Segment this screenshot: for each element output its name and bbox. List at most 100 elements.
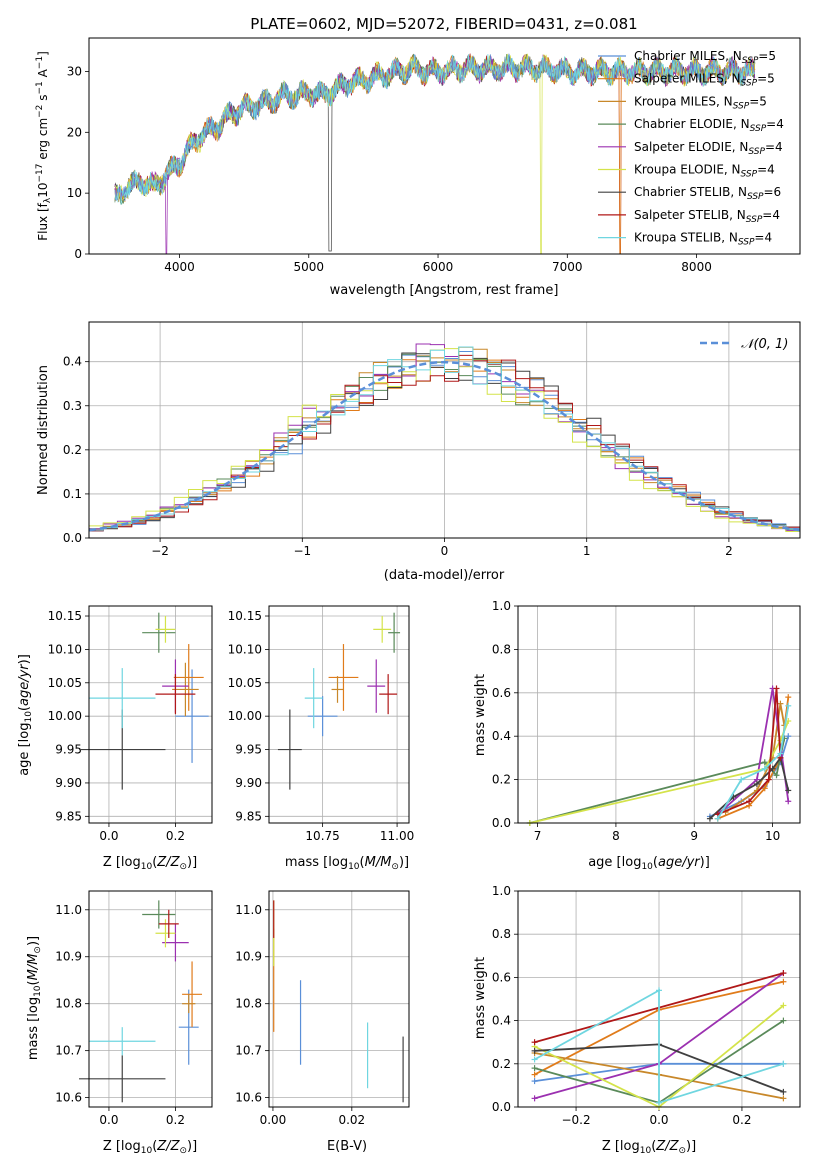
y-tick-label: 10.7 [55, 1044, 82, 1058]
spectrum-line [114, 54, 756, 205]
x-tick-label: 5000 [293, 260, 324, 274]
y-tick-label: 0.2 [492, 773, 511, 787]
x-tick-label: 0.0 [99, 1113, 118, 1127]
weight-z-xlabel: Z [log10(Z/Z⊙)] [602, 1139, 696, 1156]
x-tick-label: 10.75 [305, 829, 339, 843]
y-tick-label: 10.05 [228, 676, 262, 690]
y-tick-label: 0 [74, 247, 82, 261]
legend-label: Salpeter MILES, NSSP=5 [634, 72, 775, 89]
weight-z-ylabel: mass weight [473, 957, 488, 1039]
x-tick-label: 0.00 [260, 1113, 287, 1127]
age-vs-mass-panel: 10.75 11.00 9.85 9.90 9.95 10.00 10.05 10.10 10.… [228, 605, 414, 843]
y-tick-label: 0.0 [492, 1100, 511, 1114]
y-tick-label: 10.10 [48, 642, 82, 656]
y-tick-label: 0.2 [492, 1057, 511, 1071]
residual-legend: 𝒩(0, 1) [700, 337, 788, 352]
age-vs-metallicity-panel: 0.0 0.2 9.85 9.90 9.95 10.00 10.05 10.10 10.15 [48, 605, 213, 843]
y-tick-label: 10.6 [55, 1091, 82, 1105]
spectrum-title: PLATE=0602, MJD=52072, FIBERID=0431, z=0… [250, 15, 637, 33]
y-tick-label: 0.3 [63, 399, 82, 413]
legend-label: Chabrier STELIB, NSSP=6 [634, 185, 781, 202]
x-tick-label: 8 [612, 829, 620, 843]
residual-ylabel: Normed distribution [36, 365, 51, 495]
legend-label: Chabrier ELODIE, NSSP=4 [634, 117, 784, 134]
x-tick-label: 0 [441, 544, 449, 558]
spectrum-ylabel: Flux [fλ10−17 erg cm−2 s−1 A−1] [35, 51, 53, 241]
x-tick-label: 0.0 [99, 829, 118, 843]
y-tick-label: 9.95 [55, 743, 82, 757]
y-tick-label: 0.4 [492, 1014, 511, 1028]
weight-vs-age-panel: 7 8 9 10 0.0 0.2 0.4 0.6 0.8 1.0 [492, 599, 801, 843]
y-tick-label: 10.10 [228, 642, 262, 656]
legend-label: Salpeter STELIB, NSSP=4 [634, 208, 780, 225]
y-tick-label: 10.15 [228, 609, 262, 623]
axes-frame [268, 605, 410, 824]
weight-line [534, 988, 784, 1104]
mass-vs-metallicity-panel: 0.0 0.2 10.6 10.7 10.8 10.9 11.0 [55, 890, 213, 1127]
y-tick-label: 0.2 [63, 443, 82, 457]
legend-label: Kroupa ELODIE, NSSP=4 [634, 163, 775, 180]
x-tick-label: 1 [583, 544, 591, 558]
residual-xlabel: (data-model)/error [384, 568, 505, 583]
y-tick-label: 9.85 [235, 809, 262, 823]
x-tick-label: 6000 [423, 260, 454, 274]
mass-z-ylabel: mass [log10(M/M⊙)] [26, 936, 43, 1060]
residual-panel: −2 −1 0 1 2 0.0 0.1 0.2 0.3 0.4 (data-model)/erro… [36, 321, 801, 583]
axes-frame [88, 890, 213, 1108]
y-tick-label: 1.0 [492, 599, 511, 613]
y-tick-label: 10.15 [48, 609, 82, 623]
y-tick-label: 0.6 [492, 970, 511, 984]
spectrum-legend: Chabrier MILES, NSSP=5 Salpeter MILES, NS… [598, 49, 784, 248]
y-tick-label: 10.00 [48, 709, 82, 723]
x-tick-label: 10 [765, 829, 780, 843]
y-tick-label: 10.05 [48, 676, 82, 690]
y-tick-label: 10.9 [55, 950, 82, 964]
y-tick-label: 10.7 [235, 1044, 262, 1058]
x-tick-label: 9 [690, 829, 698, 843]
y-tick-label: 20 [67, 125, 82, 139]
x-tick-label: 8000 [681, 260, 712, 274]
y-tick-label: 10.00 [228, 709, 262, 723]
y-tick-label: 9.85 [55, 809, 82, 823]
x-tick-label: 0.0 [649, 1113, 668, 1127]
y-tick-label: 10.9 [235, 950, 262, 964]
spectrum-series-group [114, 53, 756, 254]
weight-age-ylabel: mass weight [473, 674, 488, 756]
age-z-xlabel: Z [log10(Z/Z⊙)] [103, 855, 197, 872]
legend-label: Salpeter ELODIE, NSSP=4 [634, 140, 783, 157]
mass-vs-ebv-panel: 0.00 0.02 10.6 10.7 10.8 10.9 11.0 [235, 890, 410, 1127]
y-tick-label: 11.0 [235, 903, 262, 917]
y-tick-label: 0.0 [63, 531, 82, 545]
y-tick-label: 10.6 [235, 1091, 262, 1105]
legend-label: Kroupa STELIB, NSSP=4 [634, 231, 772, 248]
x-tick-label: 4000 [164, 260, 195, 274]
x-tick-label: 11.00 [380, 829, 414, 843]
y-tick-label: 0.6 [492, 686, 511, 700]
axes-frame [517, 890, 801, 1108]
y-tick-label: 9.95 [235, 743, 262, 757]
mass-ebv-xlabel: E(B-V) [327, 1139, 367, 1154]
y-tick-label: 1.0 [492, 884, 511, 898]
x-tick-label: 0.2 [166, 1113, 185, 1127]
x-tick-label: 7 [534, 829, 542, 843]
y-tick-label: 0.1 [63, 487, 82, 501]
y-tick-label: 10.8 [55, 997, 82, 1011]
legend-label: Kroupa MILES, NSSP=5 [634, 94, 767, 111]
y-tick-label: 0.4 [492, 729, 511, 743]
mass-z-xlabel: Z [log10(Z/Z⊙)] [103, 1139, 197, 1156]
weight-age-xlabel: age [log10(age/yr)] [588, 855, 710, 872]
x-tick-label: 7000 [552, 260, 583, 274]
spectrum-panel: PLATE=0602, MJD=52072, FIBERID=0431, z=0… [35, 15, 801, 298]
x-tick-label: 0.2 [732, 1113, 751, 1127]
x-tick-label: −2 [151, 544, 169, 558]
x-tick-label: 0.2 [166, 829, 185, 843]
histogram-group [89, 343, 800, 533]
age-z-ylabel: age [log10(age/yr)] [17, 654, 34, 776]
y-tick-label: 0.8 [492, 642, 511, 656]
x-tick-label: 2 [725, 544, 733, 558]
x-tick-label: 0.02 [338, 1113, 365, 1127]
legend-label: Chabrier MILES, NSSP=5 [634, 49, 776, 66]
axes-frame [517, 605, 801, 824]
y-tick-label: 9.90 [235, 776, 262, 790]
